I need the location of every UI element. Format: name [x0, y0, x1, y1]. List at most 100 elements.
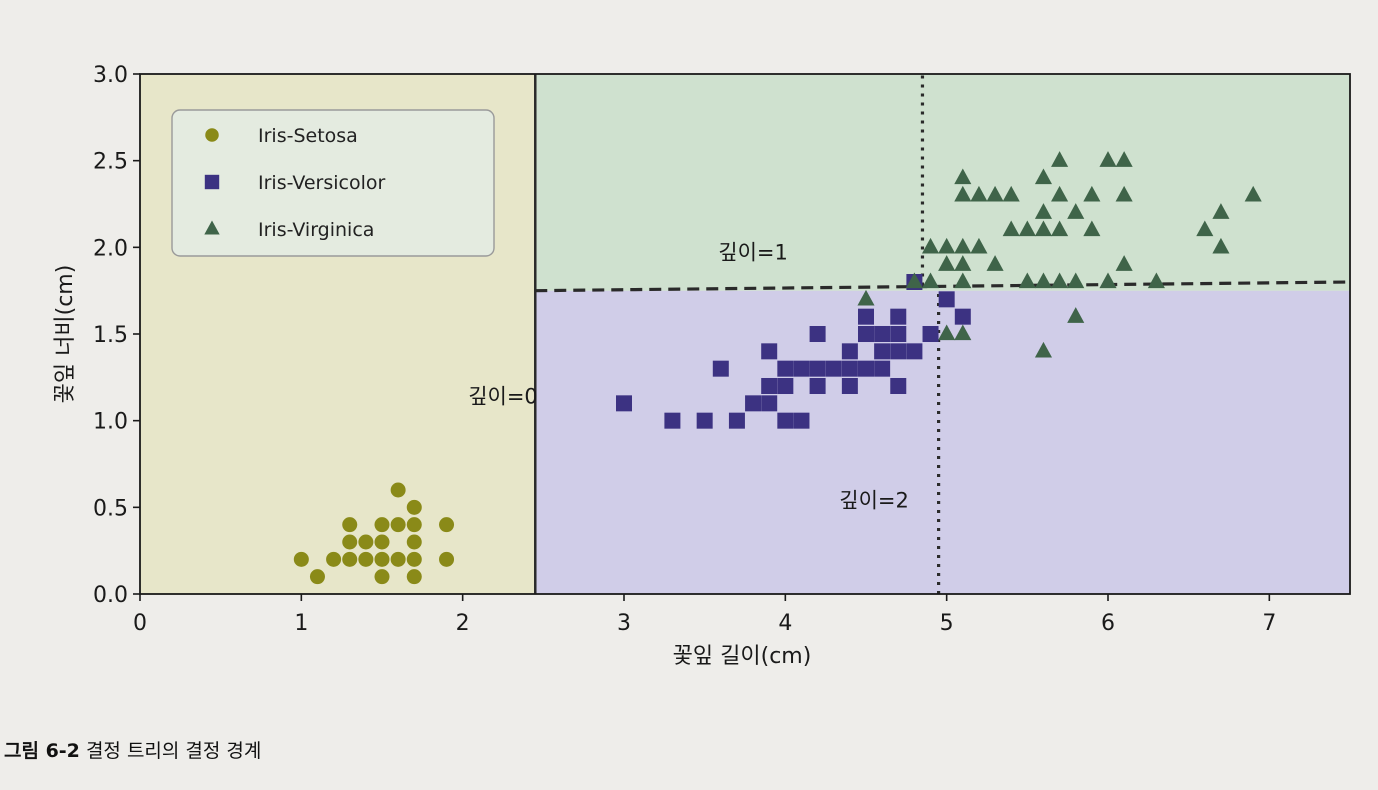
- data-point-iris-versicolor: [616, 395, 632, 412]
- data-point-iris-versicolor: [777, 360, 794, 377]
- data-point-iris-setosa: [406, 517, 422, 533]
- data-point-iris-virginica: [1002, 220, 1020, 237]
- data-point-iris-virginica: [954, 237, 972, 254]
- data-point-iris-setosa: [342, 517, 358, 533]
- data-point-iris-virginica: [1083, 220, 1101, 237]
- decision-boundaries: [534, 74, 1351, 594]
- data-point-iris-versicolor: [777, 378, 794, 394]
- boundary-label-depth-0: 깊이=0: [468, 384, 538, 408]
- data-point-iris-versicolor: [809, 326, 826, 342]
- data-point-iris-virginica: [1018, 220, 1036, 237]
- data-point-iris-setosa: [358, 534, 374, 550]
- data-point-iris-versicolor: [761, 395, 778, 412]
- y-tick-label: 0.5: [93, 496, 128, 521]
- data-point-iris-versicolor: [890, 326, 907, 342]
- data-point-iris-versicolor: [858, 360, 874, 377]
- decision-region-3: [535, 74, 1350, 291]
- y-tick-label: 1.0: [93, 410, 128, 435]
- boundary-annotations: 깊이=0 깊이=1 깊이=2: [468, 240, 909, 512]
- data-point-iris-virginica: [970, 237, 988, 254]
- x-tick-label: 0: [133, 611, 147, 636]
- data-point-iris-virginica: [1212, 203, 1230, 219]
- data-point-iris-setosa: [374, 569, 390, 585]
- data-point-iris-virginica: [857, 289, 875, 306]
- data-point-iris-virginica: [1018, 272, 1036, 289]
- data-point-iris-versicolor: [874, 343, 891, 360]
- data-point-iris-virginica: [1115, 185, 1133, 202]
- data-point-iris-virginica: [1034, 272, 1053, 289]
- legend-label: Iris-Setosa: [258, 125, 358, 147]
- data-point-iris-versicolor: [922, 326, 939, 342]
- data-point-iris-setosa: [374, 534, 390, 550]
- data-point-iris-virginica: [905, 272, 923, 289]
- figure-caption: 그림 6-2 결정 트리의 결정 경계: [4, 736, 261, 763]
- figure-caption-label: 그림 6-2: [4, 740, 80, 762]
- data-point-iris-setosa: [406, 534, 422, 550]
- data-point-iris-versicolor: [858, 326, 874, 342]
- data-point-iris-virginica: [1244, 185, 1262, 202]
- data-point-iris-virginica: [1212, 237, 1230, 254]
- legend: Iris-Setosa Iris-Versicolor Iris-Virginica: [171, 109, 495, 257]
- data-point-iris-virginica: [1099, 272, 1117, 289]
- x-tick-label: 7: [1262, 611, 1276, 636]
- data-point-iris-virginica: [954, 168, 972, 185]
- data-point-iris-versicolor: [793, 360, 810, 377]
- data-point-iris-virginica: [1083, 185, 1101, 202]
- boundary-label-depth-1: 깊이=1: [718, 240, 788, 264]
- data-point-iris-setosa: [326, 551, 342, 567]
- x-tick-label: 5: [940, 611, 954, 636]
- data-point-iris-setosa: [406, 569, 422, 585]
- boundary-line-depth-1: [535, 280, 1351, 293]
- legend-marker-triangle: [204, 220, 220, 235]
- data-point-iris-virginica: [1051, 272, 1069, 289]
- data-point-iris-virginica: [1051, 151, 1069, 167]
- data-point-iris-virginica: [954, 255, 972, 271]
- decision-region-2: [535, 290, 1350, 594]
- data-point-iris-virginica: [938, 324, 956, 341]
- data-point-iris-versicolor: [664, 412, 681, 429]
- data-point-iris-virginica: [970, 185, 988, 202]
- data-point-iris-setosa: [309, 569, 325, 585]
- x-axis-label: 꽃잎 길이(cm): [673, 644, 812, 669]
- x-tick-label: 3: [617, 611, 631, 636]
- figure-caption-text: 결정 트리의 결정 경계: [85, 740, 262, 762]
- boundary-label-depth-2a: 깊이=2: [839, 488, 909, 512]
- data-point-iris-virginica: [1067, 307, 1085, 323]
- legend-marker-circle: [205, 128, 219, 142]
- data-point-iris-virginica: [1099, 151, 1117, 167]
- data-point-iris-versicolor: [938, 291, 955, 308]
- data-point-iris-virginica: [938, 237, 956, 254]
- data-point-iris-virginica: [954, 185, 972, 202]
- legend-label: Iris-Virginica: [258, 219, 374, 241]
- x-tick-label: 6: [1101, 611, 1115, 636]
- data-point-iris-versicolor: [809, 378, 826, 394]
- data-point-iris-virginica: [986, 185, 1004, 202]
- data-point-iris-versicolor: [954, 308, 971, 325]
- y-tick-label: 2.0: [93, 236, 128, 261]
- y-tick-label: 0.0: [93, 583, 128, 608]
- data-point-iris-virginica: [938, 255, 956, 271]
- data-point-iris-versicolor: [825, 360, 842, 377]
- y-tick-label: 2.5: [93, 150, 128, 175]
- data-point-iris-virginica: [1051, 185, 1069, 202]
- data-point-iris-versicolor: [890, 308, 907, 325]
- y-axis-label: 꽃잎 너비(cm): [53, 265, 78, 404]
- data-point-iris-versicolor: [906, 343, 923, 360]
- data-point-iris-setosa: [358, 551, 374, 567]
- data-point-iris-versicolor: [777, 412, 794, 429]
- x-tick-label: 4: [778, 611, 792, 636]
- data-point-iris-virginica: [1034, 203, 1053, 219]
- data-point-iris-versicolor: [874, 360, 891, 377]
- legend-marker-square: [204, 174, 220, 190]
- data-point-iris-virginica: [1034, 168, 1053, 185]
- data-point-iris-virginica: [1067, 272, 1085, 289]
- x-tick-label: 2: [456, 611, 470, 636]
- data-point-iris-versicolor: [874, 326, 891, 342]
- data-point-iris-versicolor: [793, 412, 810, 429]
- data-point-iris-versicolor: [841, 343, 858, 360]
- data-point-iris-versicolor: [809, 360, 826, 377]
- data-point-iris-virginica: [1115, 151, 1133, 167]
- data-point-iris-setosa: [374, 517, 390, 533]
- data-point-iris-setosa: [390, 517, 406, 533]
